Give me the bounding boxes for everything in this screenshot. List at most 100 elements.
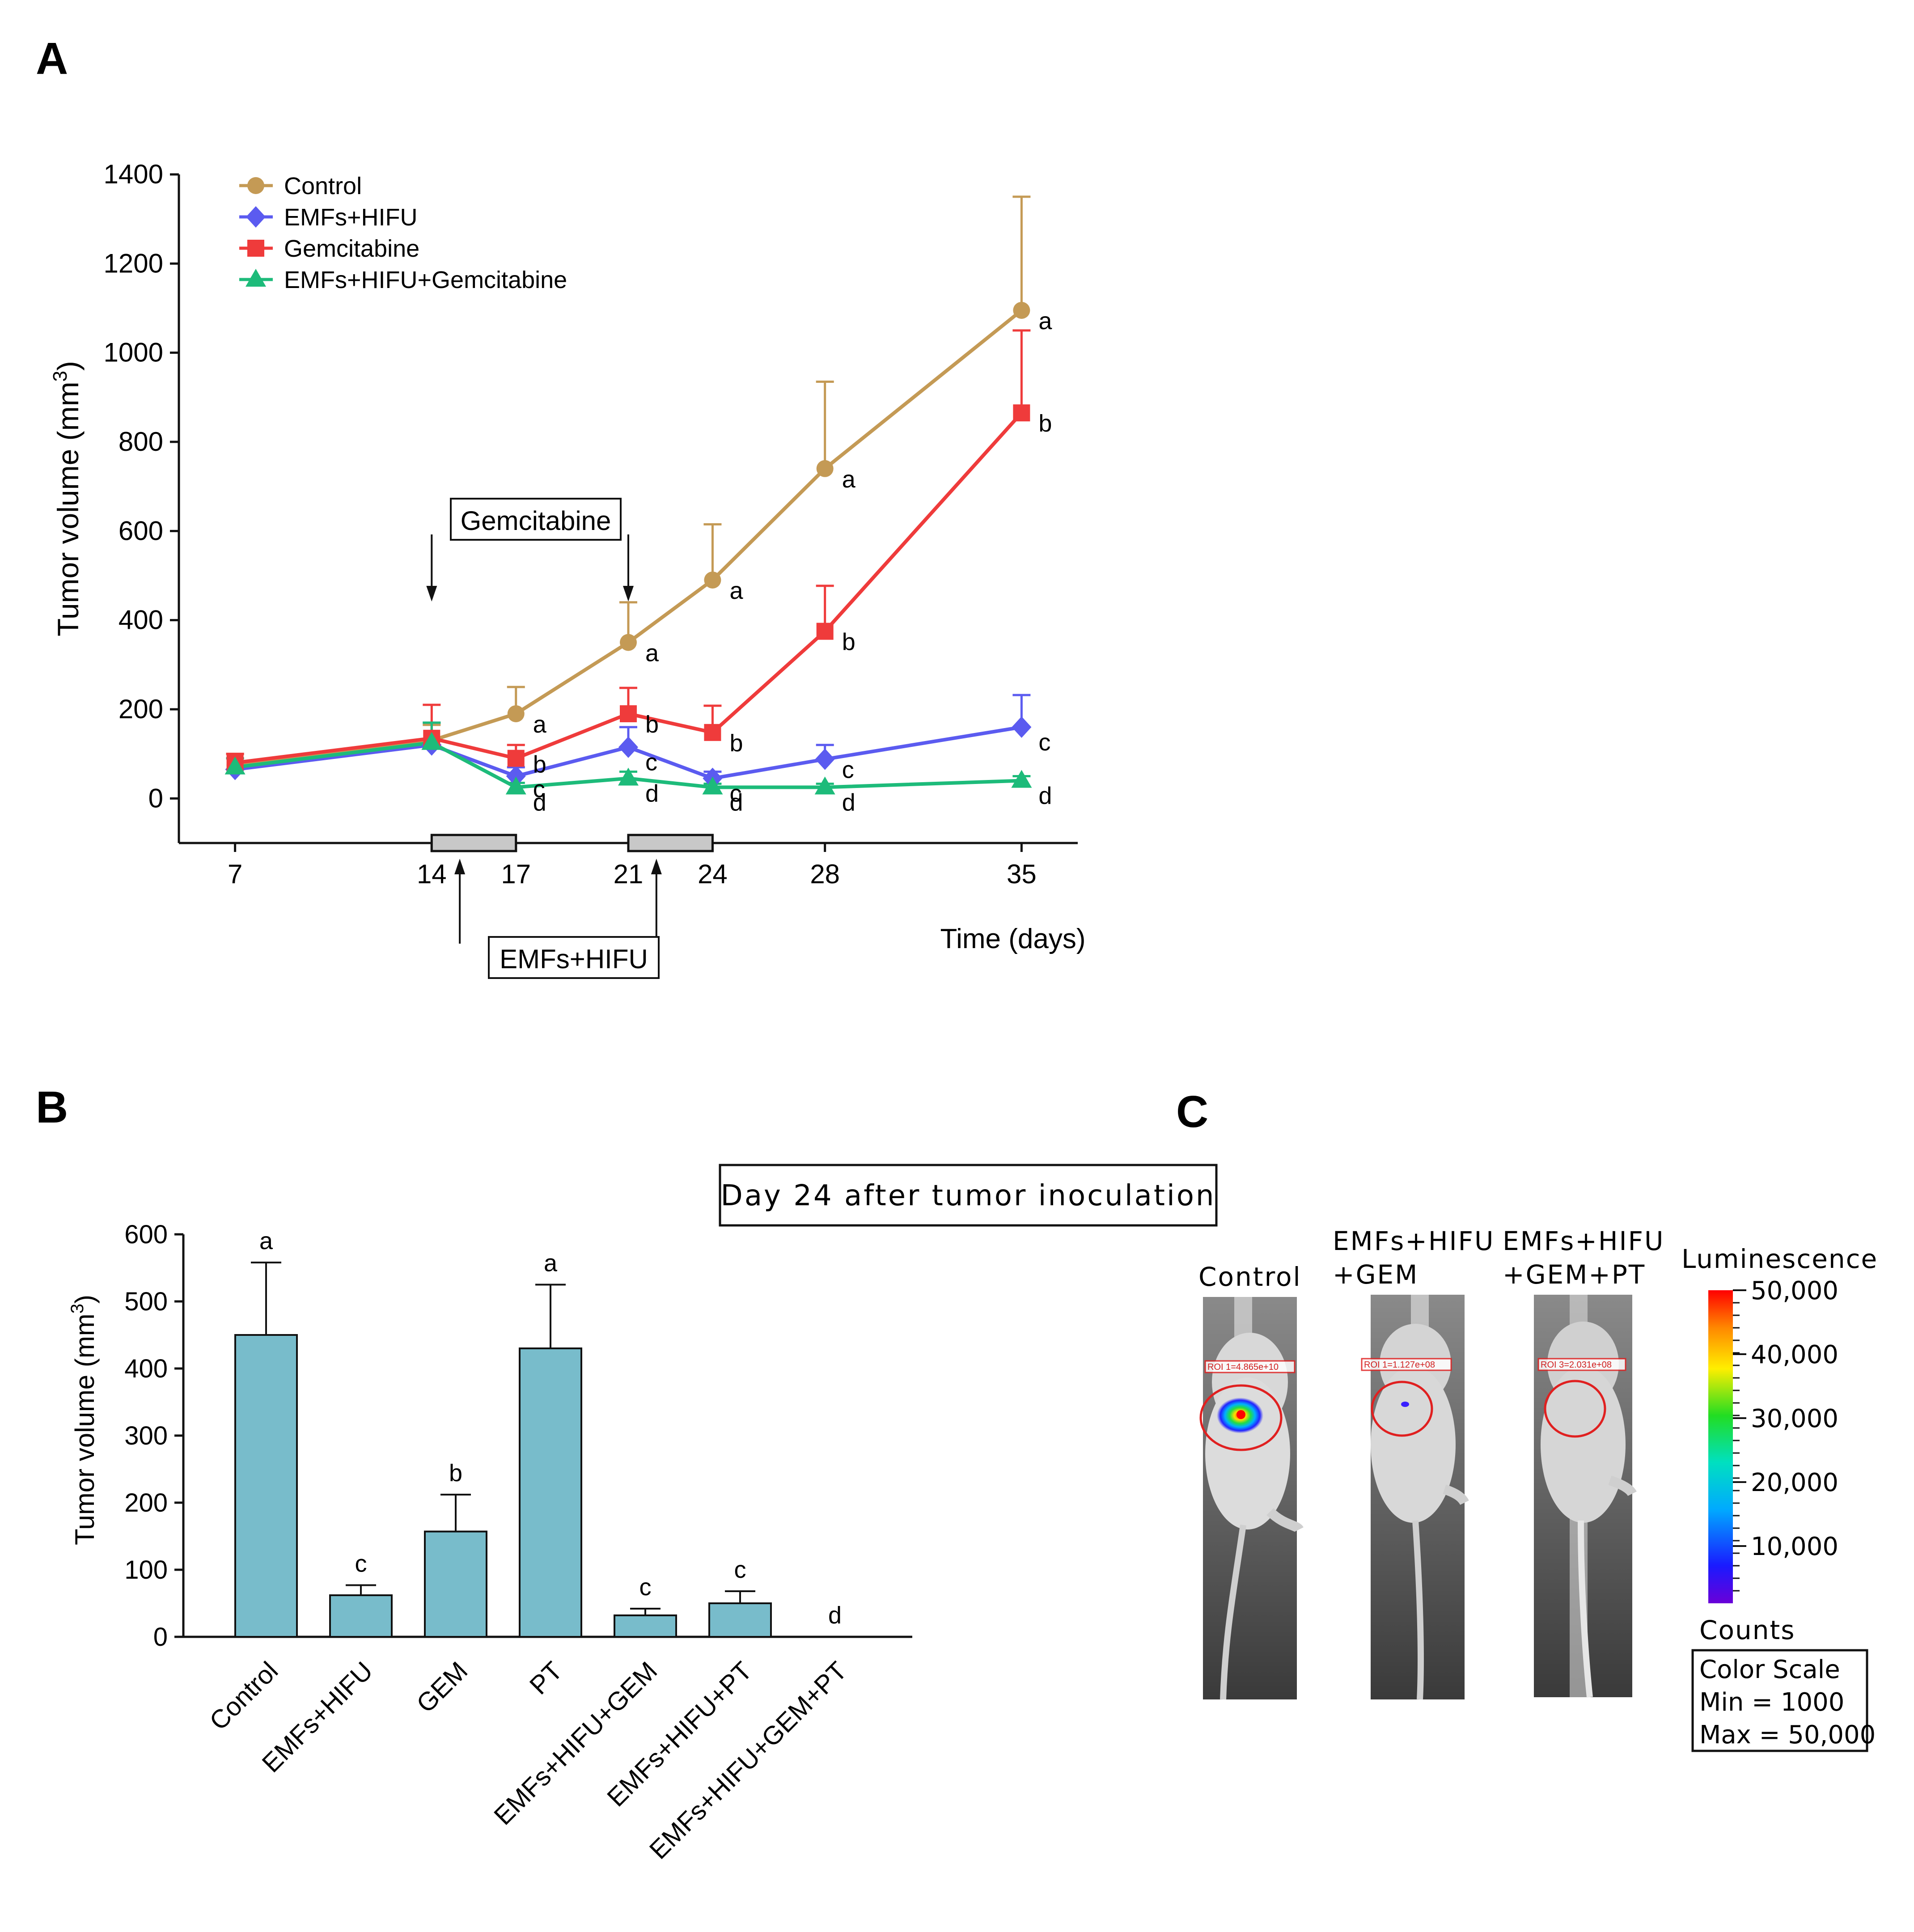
marker-combo [505,776,526,795]
luminescence-colorbar: Luminescence 50,000 40,000 30,000 20,000 10,… [1681,1244,1878,1752]
letter-control: a [842,466,856,493]
axes: 0 200 400 600 800 1000 1200 1400 7 14 17 21 24 28 35 [104,159,1078,889]
bioluminescence-images: Control EMFs+HIFU +GEM EMFs+HIFU +GEM+PT… [1198,1226,1878,1752]
treatment-annotations: Gemcitabine EMFs+HIFU [426,498,714,979]
letter-gemcitabine: b [1038,410,1052,437]
y-tick-label: 0 [148,783,163,813]
group-label-emfs-gem-line2: +GEM [1333,1259,1419,1290]
marker-combo [618,767,639,786]
y-tick-label: 200 [119,694,163,724]
panel-letter-a: A [36,34,68,84]
group-label-emfs-gem-line1: EMFs+HIFU [1333,1226,1495,1256]
category-label: PT [524,1656,568,1700]
y-tick-label: 600 [124,1220,168,1249]
legend-marker-combo [246,269,266,287]
gemcitabine-box-label: Gemcitabine [461,506,611,536]
marker-combo [814,776,835,795]
bar [708,1602,772,1638]
marker-control [816,460,834,477]
category-label: EMFs+HIFU+GEM [488,1656,663,1830]
emfs-arrowhead [454,859,466,874]
color-scale-box [1691,1649,1868,1752]
y-tick-label: 1400 [104,159,163,189]
y-tick-label: 400 [124,1354,168,1383]
y-axis-label: Tumor volume (mm3) [49,361,85,636]
group-label-emfs-gem-pt-line1: EMFs+HIFU [1503,1226,1664,1256]
marker-gemcitabine [704,724,721,741]
marker-gemcitabine [1013,404,1030,422]
gemcitabine-arrowhead [623,586,634,602]
legend-label-emfs_hifu: EMFs+HIFU [284,204,418,231]
panel-letter-b: B [36,1082,68,1132]
category-label: GEM [411,1656,473,1718]
letter-combo: d [729,789,743,816]
x-tick-label: 21 [614,859,644,889]
gemcitabine-box [450,498,622,541]
significance-letter: c [734,1556,746,1583]
y-tick-label: 200 [124,1488,168,1517]
marker-gemcitabine [816,623,834,640]
letter-emfs_hifu: c [1038,729,1050,756]
error-bars [251,1262,755,1615]
gemcitabine-arrowhead [426,586,437,602]
bar [234,1334,298,1638]
legend-marker-emfs_hifu [246,206,266,228]
marker-combo [702,776,723,795]
x-tick-label: 28 [810,859,840,889]
colorbar-tick-label: 10,000 [1751,1532,1838,1561]
color-scale-max: Max = 50,000 [1699,1720,1876,1750]
category-label: EMFs+HIFU+GEM+PT [644,1656,852,1864]
colorbar-tick-label: 20,000 [1751,1468,1838,1497]
marker-control [507,705,525,722]
colorbar-gradient [1708,1290,1733,1603]
bar [614,1614,677,1638]
letter-gemcitabine: b [842,629,855,656]
color-scale-title: Color Scale [1699,1655,1840,1684]
significance-letter: a [259,1228,273,1254]
line-chart-tumor-volume: 0 200 400 600 800 1000 1200 1400 7 14 17 21 24 28 35 G… [49,159,1085,979]
letter-control: a [645,640,659,667]
series-markers [224,301,1032,795]
bars [234,1334,772,1638]
marker-control [1013,301,1030,319]
y-tick-label: 400 [119,605,163,635]
chart-title: Day 24 after tumor inoculation [721,1179,1216,1212]
marker-emfs_hifu [506,765,526,787]
marker-combo [421,732,442,750]
letter-emfs_hifu: c [645,749,657,776]
y-tick-label: 0 [153,1623,168,1652]
y-axis-label: Tumor volume (mm3) [68,1295,100,1545]
y-tick-label: 1000 [104,338,163,368]
bar-chart-day24: Day 24 after tumor inoculation 0 100 200 30… [68,1164,1218,1865]
legend: Control EMFs+HIFU Gemcitabine EMFs+HIFU+Gem… [239,173,567,293]
letter-control: a [729,577,743,604]
x-tick-label: 24 [698,859,728,889]
bar [424,1530,487,1638]
marker-control [704,571,721,589]
marker-emfs_hifu [815,748,835,770]
letter-gemcitabine: b [645,711,659,738]
legend-label-gemcitabine: Gemcitabine [284,235,419,262]
y-tick-label: 600 [119,516,163,546]
x-tick-label: 17 [501,859,531,889]
x-tick-label: 14 [417,859,447,889]
y-tick-label: 800 [119,427,163,457]
color-scale-min: Min = 1000 [1699,1688,1844,1717]
bar [329,1594,393,1638]
roi-label-control: ROI 1=4.865e+10 [1207,1362,1279,1372]
letter-control: a [1038,308,1052,335]
significance-letter: c [355,1551,367,1577]
treatment-window [627,834,714,852]
group-label-emfs-gem-pt-line2: +GEM+PT [1503,1259,1646,1290]
emfs-box [488,936,660,979]
mouse-image-emfs-gem-pt: ROI 3=2.031e+08 [1534,1295,1637,1698]
letter-control: a [533,711,547,738]
colorbar-title: Luminescence [1681,1244,1878,1274]
colorbar-tick-label: 50,000 [1751,1276,1838,1305]
roi-label-emfs-gem: ROI 1=1.127e+08 [1364,1360,1435,1370]
emfs-box-label: EMFs+HIFU [500,944,648,974]
colorbar-units: Counts [1699,1615,1795,1645]
significance-letter: c [639,1574,652,1601]
